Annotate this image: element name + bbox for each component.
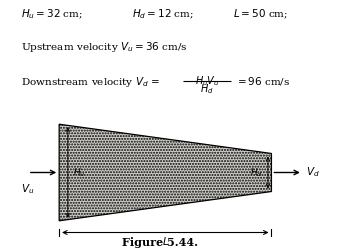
Text: $L = 50$ cm;: $L = 50$ cm; <box>233 8 288 20</box>
Text: $H_d$: $H_d$ <box>250 166 263 179</box>
Text: Downstream velocity $V_d\, =\,$: Downstream velocity $V_d\, =\,$ <box>21 75 160 89</box>
Text: $V_d$: $V_d$ <box>306 166 320 179</box>
Text: $H_d = 12$ cm;: $H_d = 12$ cm; <box>132 8 194 21</box>
Text: $H_u = 32$ cm;: $H_u = 32$ cm; <box>21 8 83 21</box>
Text: Figure 5.44.: Figure 5.44. <box>122 236 198 248</box>
Polygon shape <box>59 124 271 221</box>
Text: $= 96$ cm/s: $= 96$ cm/s <box>235 75 290 87</box>
Text: $L$: $L$ <box>162 235 169 247</box>
Text: $H_u$: $H_u$ <box>73 166 86 179</box>
Text: $H_d$: $H_d$ <box>200 82 214 96</box>
Text: $H_u V_u$: $H_u V_u$ <box>195 74 219 88</box>
Text: Upstream velocity $V_u = 36$ cm/s: Upstream velocity $V_u = 36$ cm/s <box>21 40 188 54</box>
Text: $V_u$: $V_u$ <box>21 182 34 196</box>
